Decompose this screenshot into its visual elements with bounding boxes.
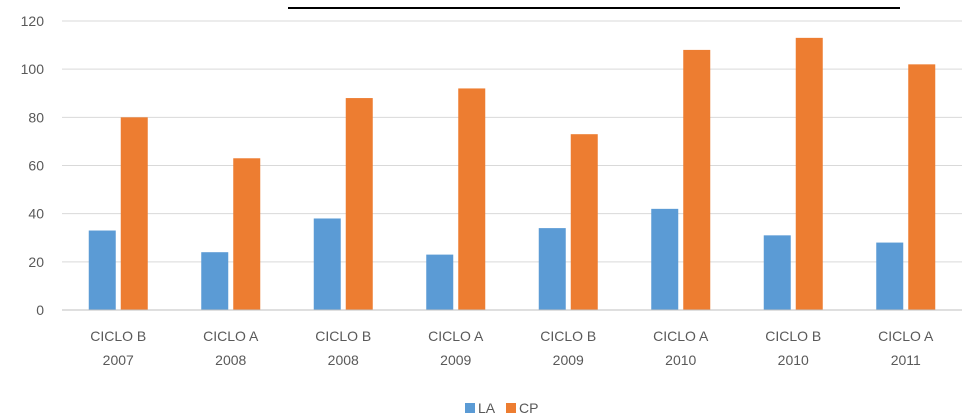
x-tick-label: 2010 — [665, 352, 696, 368]
bar-la-1 — [88, 230, 116, 310]
x-tick-label: CICLO B — [90, 328, 146, 344]
bars — [88, 37, 936, 311]
legend-label-la: LA — [478, 400, 496, 416]
y-tick-label: 80 — [28, 109, 44, 125]
y-tick-label: 100 — [21, 61, 45, 77]
x-tick-label: 2008 — [328, 352, 359, 368]
y-tick-label: 40 — [28, 206, 44, 222]
x-tick-label: CICLO B — [315, 328, 371, 344]
x-tick-label: 2007 — [103, 352, 134, 368]
bar-cp-2 — [233, 158, 261, 310]
bar-la-7 — [763, 235, 791, 310]
y-tick-label: 120 — [21, 13, 45, 29]
bar-cp-5 — [570, 134, 598, 310]
x-tick-label: CICLO A — [203, 328, 259, 344]
x-tick-label: 2010 — [778, 352, 809, 368]
x-tick-label: 2008 — [215, 352, 246, 368]
bar-la-5 — [538, 228, 566, 310]
x-tick-label: CICLO A — [653, 328, 709, 344]
x-tick-label: 2009 — [553, 352, 584, 368]
bar-cp-8 — [908, 64, 936, 310]
bar-la-4 — [426, 254, 454, 310]
bar-la-8 — [876, 242, 904, 310]
x-tick-label: CICLO A — [428, 328, 484, 344]
bar-cp-4 — [458, 88, 486, 310]
bar-cp-3 — [345, 98, 373, 310]
legend-swatch-cp — [506, 403, 516, 413]
bar-cp-1 — [120, 117, 148, 310]
legend: LA CP — [465, 400, 538, 416]
y-axis-ticks: 0 20 40 60 80 100 120 — [21, 13, 45, 318]
legend-swatch-la — [465, 403, 475, 413]
bar-la-2 — [201, 252, 229, 310]
legend-label-cp: CP — [519, 400, 538, 416]
bar-cp-7 — [795, 37, 823, 310]
y-tick-label: 0 — [36, 302, 44, 318]
x-tick-label: 2009 — [440, 352, 471, 368]
y-tick-label: 60 — [28, 158, 44, 174]
y-tick-label: 20 — [28, 254, 44, 270]
x-tick-label: CICLO B — [540, 328, 596, 344]
x-tick-label: CICLO A — [878, 328, 934, 344]
bar-la-3 — [313, 218, 341, 310]
gridlines — [62, 20, 962, 263]
x-tick-label: CICLO B — [765, 328, 821, 344]
bar-la-6 — [651, 208, 679, 310]
x-tick-label: 2011 — [891, 352, 921, 368]
x-axis-ticks: CICLO B 2007 CICLO A 2008 CICLO B 2008 CICLO A… — [90, 328, 934, 368]
bar-cp-6 — [683, 49, 711, 311]
